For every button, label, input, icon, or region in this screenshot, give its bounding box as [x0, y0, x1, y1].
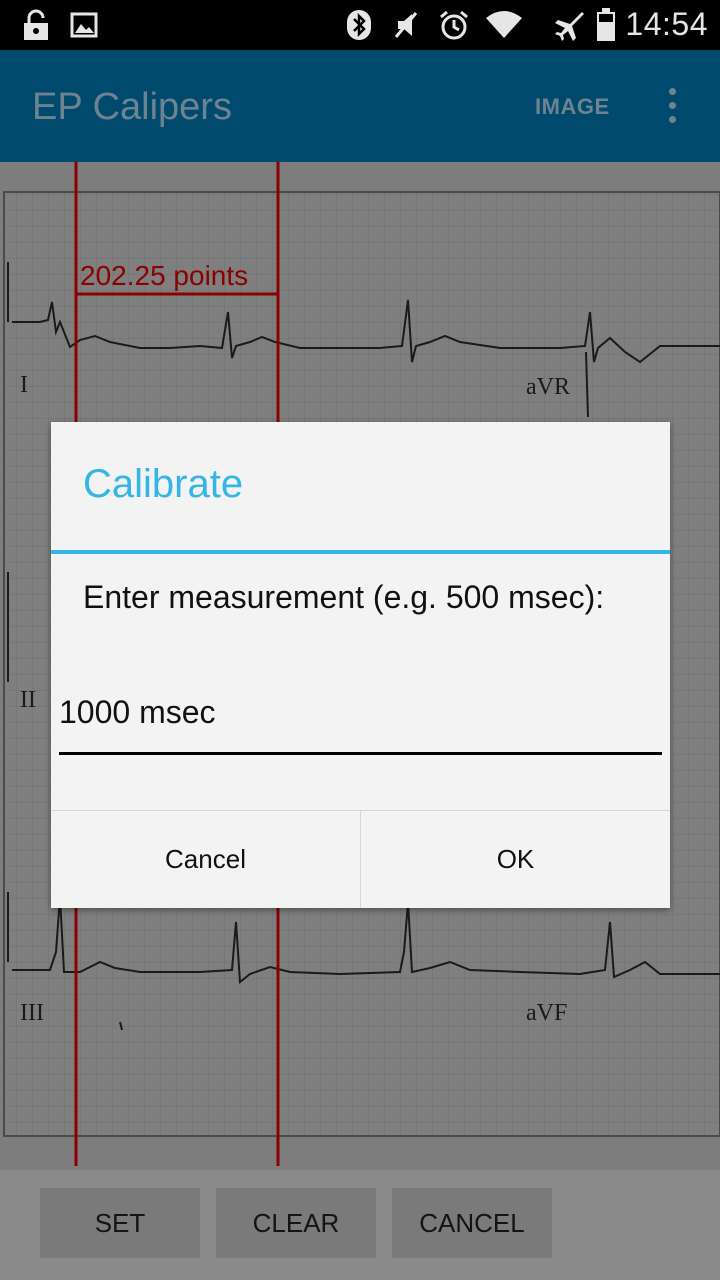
lead-label-avr: aVR — [526, 374, 570, 400]
caliper-measurement-label: 202.25 points — [80, 260, 248, 291]
lead-label-avf: aVF — [526, 1000, 567, 1026]
alarm-icon — [438, 9, 470, 41]
dialog-cancel-button[interactable]: Cancel — [165, 844, 246, 874]
dialog-title-divider — [51, 550, 670, 554]
wifi-icon — [484, 9, 524, 41]
ecg-trace-lead-iii — [12, 896, 720, 984]
status-time: 14:54 — [625, 6, 708, 42]
bluetooth-icon — [346, 9, 372, 41]
bottom-button-bar: SET CLEAR CANCEL — [0, 1170, 720, 1280]
lead-label-iii: III — [20, 1000, 44, 1026]
measurement-input[interactable]: 1000 msec — [59, 694, 216, 730]
dialog-ok-button[interactable]: OK — [496, 844, 535, 874]
clear-button[interactable]: CLEAR — [216, 1188, 376, 1258]
dialog-message: Enter measurement (e.g. 500 msec): — [83, 579, 605, 615]
image-menu-button[interactable]: IMAGE — [535, 94, 610, 119]
app-title: EP Calipers — [32, 86, 232, 128]
mute-icon — [392, 9, 420, 41]
more-vert-icon[interactable] — [660, 88, 684, 128]
lock-open-icon — [22, 9, 50, 41]
measurement-input-underline — [59, 752, 662, 755]
dialog-button-separator — [360, 811, 361, 908]
lead-label-ii: II — [20, 687, 36, 713]
dialog-button-divider — [51, 810, 670, 811]
action-bar: EP Calipers IMAGE — [0, 50, 720, 162]
dialog-title: Calibrate — [83, 462, 244, 506]
lead-label-i: I — [20, 372, 28, 398]
set-button[interactable]: SET — [40, 1188, 200, 1258]
battery-icon — [596, 8, 616, 41]
cancel-button[interactable]: CANCEL — [392, 1188, 552, 1258]
status-bar: 14:54 — [0, 0, 720, 50]
calibrate-dialog: Calibrate Enter measurement (e.g. 500 ms… — [51, 422, 670, 908]
image-icon — [70, 9, 98, 41]
airplane-mode-icon — [552, 9, 586, 41]
